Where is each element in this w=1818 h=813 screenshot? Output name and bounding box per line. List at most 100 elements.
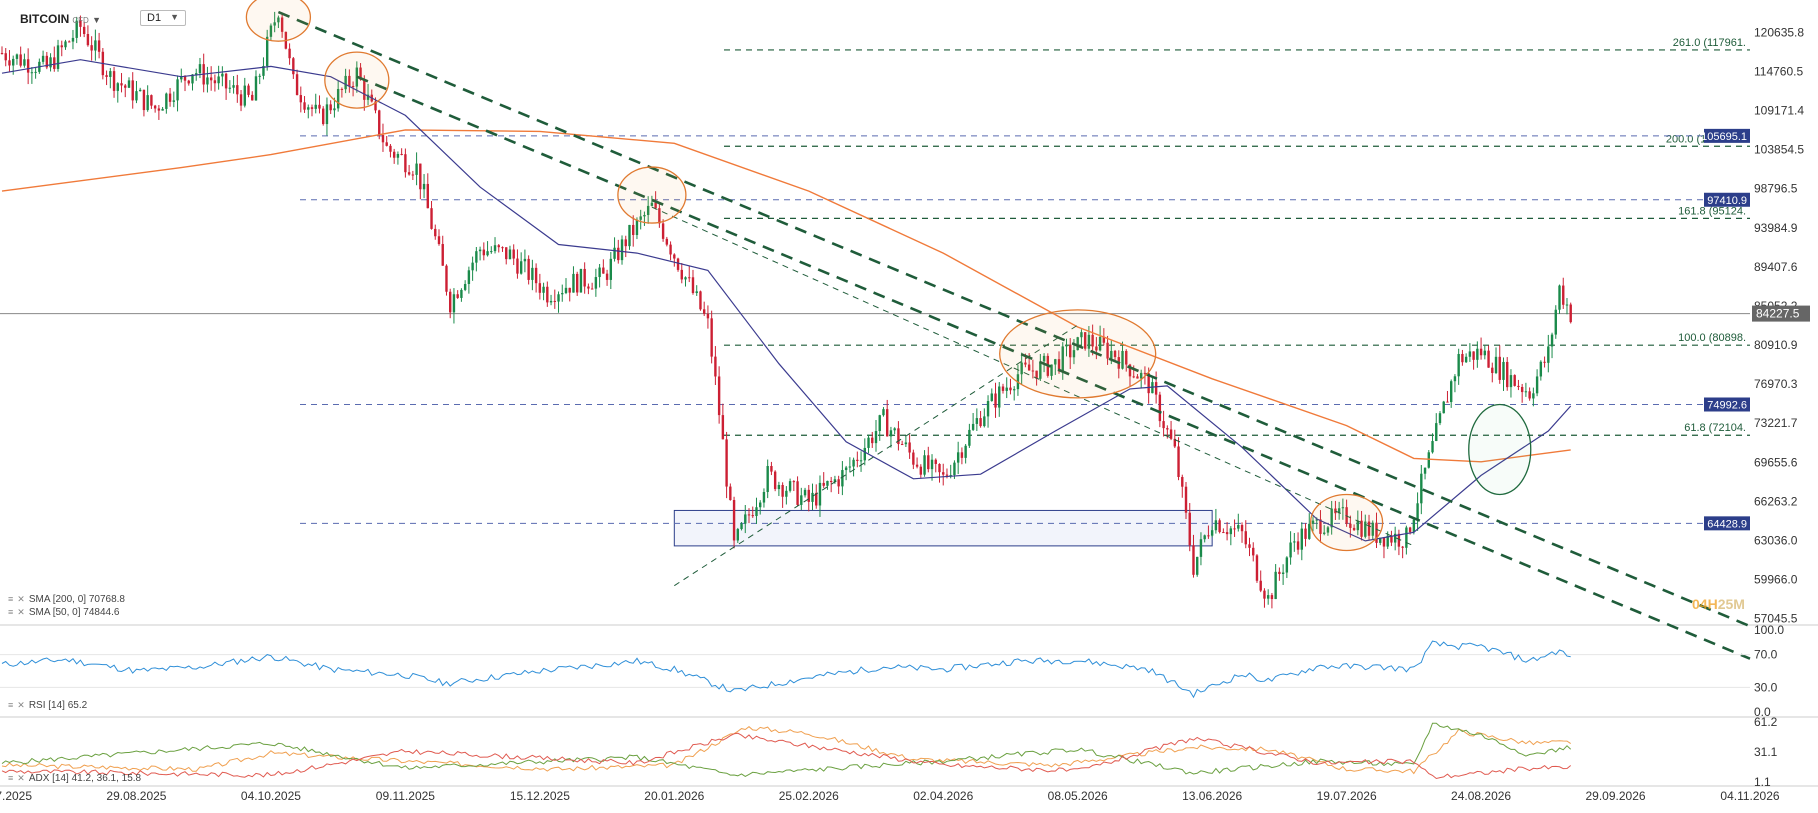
sma200-line [1,129,1571,463]
candle-body [1229,528,1233,535]
candle-body [1233,528,1236,530]
candle-body [538,283,542,293]
candle-body [512,249,515,259]
candle-body [897,428,900,445]
candle-body [822,482,825,486]
menu-icon[interactable]: ≡ [8,607,14,617]
candle-body [460,289,463,298]
candle-body [1169,429,1173,439]
candle-body [590,288,594,290]
current-price-label: 84227.5 [1756,307,1800,321]
sma50-legend[interactable]: ≡ ✕ SMA [50, 0] 74844.6 [8,607,120,618]
candle-body [579,268,583,293]
candle-body [307,107,310,110]
candle-body [1543,361,1546,363]
trendline [277,10,1751,628]
candle-body [1098,336,1102,351]
candle-body [553,300,556,302]
candle-body [654,202,657,209]
price-badge [1704,128,1750,143]
candle-body [546,286,549,303]
candle-body [1210,530,1214,536]
candle-body [736,529,740,541]
candle-body [1113,350,1117,358]
candle-body [1468,351,1472,357]
candle-body [1024,362,1027,365]
candle-body [441,244,444,266]
candle-body [236,85,239,95]
candle-body [404,154,407,173]
close-icon[interactable]: ✕ [17,700,25,710]
candle-body [0,52,4,54]
candle-body [228,87,232,89]
candle-body [710,318,713,357]
candle-body [994,393,997,408]
candle-body [273,22,276,26]
candle-body [1364,521,1367,537]
candle-body [1166,428,1169,430]
menu-icon[interactable]: ≡ [8,773,14,783]
candle-body [998,386,1001,408]
candle-body [1494,356,1498,374]
highlight-ellipse [617,166,687,224]
candle-body [209,77,213,81]
candle-body [1132,376,1135,378]
candle-body [609,258,613,280]
candle-body [1207,535,1210,537]
candle-body [1184,486,1188,513]
close-icon[interactable]: ✕ [17,607,25,617]
candle-body [426,183,429,209]
timeframe-select[interactable]: D1 ▼ [140,10,186,26]
candle-body [983,416,986,427]
candle-body [1476,348,1479,360]
candle-body [471,262,474,271]
candle-body [176,79,179,101]
candle-body [1199,539,1203,557]
candle-body [1547,346,1550,363]
candle-body [680,269,683,280]
candle-body [886,409,889,437]
candle-body [1121,350,1124,369]
candle-body [1203,535,1206,540]
candle-body [1535,376,1539,394]
adx-legend[interactable]: ≡ ✕ ADX [14] 41.2, 36.1, 15.8 [8,773,142,784]
sma200-legend[interactable]: ≡ ✕ SMA [200, 0] 70768.8 [8,594,125,605]
candle-body [411,174,415,176]
menu-icon[interactable]: ≡ [8,594,14,604]
symbol-label[interactable]: BITCOIN CFD ▼ [20,12,102,26]
candle-body [1255,555,1259,581]
candle-body [1192,545,1195,575]
menu-icon[interactable]: ≡ [8,700,14,710]
candle-body [912,452,915,465]
highlight-ellipse [245,0,312,42]
close-icon[interactable]: ✕ [17,773,25,783]
rsi-legend[interactable]: ≡ ✕ RSI [14] 65.2 [8,700,88,711]
candle-body [665,238,669,245]
candle-body [243,85,246,106]
candle-body [564,287,568,294]
candle-body [979,418,982,427]
x-tick-label: 15.12.2025 [510,789,570,803]
candle-body [86,34,90,46]
y-tick-label: 57045.5 [1754,612,1798,626]
candle-body [1334,508,1337,514]
x-tick-label: 24.08.2026 [1451,789,1511,803]
candle-body [766,466,769,493]
candle-body [1528,391,1531,399]
candle-body [628,224,631,247]
candle-body [239,94,243,106]
price-badge [1704,397,1750,412]
candle-body [124,85,127,88]
candle-body [1214,520,1218,531]
candle-body [34,71,37,73]
candle-body [1300,528,1303,550]
highlight-ellipse [1309,493,1384,552]
candle-body [23,59,26,66]
candle-body [516,258,519,274]
close-icon[interactable]: ✕ [17,594,25,604]
candle-body [1270,595,1274,600]
candle-body [837,479,840,487]
candle-body [116,83,119,91]
chevron-down-icon[interactable]: ▼ [92,15,102,25]
